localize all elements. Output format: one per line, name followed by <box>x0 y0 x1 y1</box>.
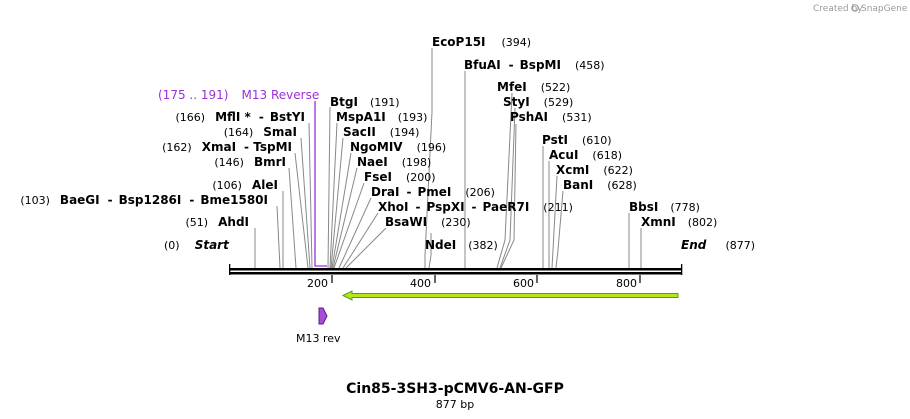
primer-name: M13 Reverse <box>242 88 320 102</box>
credit-text: Created by <box>813 4 863 14</box>
leader-lines <box>254 48 642 269</box>
start-text: Start <box>195 238 230 252</box>
enzyme-label-mfei[interactable]: MfeI (522) <box>497 80 570 94</box>
enzyme-label-alei[interactable]: (106) AleI <box>212 178 278 192</box>
enzyme-label-bsawi[interactable]: BsaWI (230) <box>385 215 471 229</box>
end-text: End <box>681 238 707 252</box>
enzyme-label-pshai[interactable]: PshAI (531) <box>510 110 592 124</box>
enzyme-label-xmai-tspmi[interactable]: (162) XmaI - TspMI <box>162 140 292 154</box>
backbone-bottom-strand <box>229 272 682 275</box>
tick-label-200: 200 <box>307 277 328 290</box>
leader-xcmi <box>551 175 558 269</box>
enzyme-label-styi[interactable]: StyI (529) <box>503 95 573 109</box>
enzyme-label-psti[interactable]: PstI (610) <box>542 133 612 147</box>
map-title: Cin85-3SH3-pCMV6-AN-GFP <box>346 381 564 397</box>
enzyme-label-acui[interactable]: AcuI (618) <box>549 148 622 162</box>
enzyme-label-xhoi-pspxi-paer7i[interactable]: XhoI - PspXI - PaeR7I (211) <box>378 200 573 214</box>
leader-mfei <box>496 92 513 269</box>
enzyme-label-mfli-bstyi[interactable]: (166) MflI * - BstYI <box>175 110 305 124</box>
leader-baegi <box>276 205 281 269</box>
ruler-ticks <box>331 275 641 283</box>
enzyme-label-baegi-bsp1286i-bme1580i[interactable]: (103) BaeGI - Bsp1286I - Bme1580I <box>20 193 268 207</box>
enzyme-label-drai-pmei[interactable]: DraI - PmeI (206) <box>371 185 495 199</box>
leader-xhoi <box>342 212 379 269</box>
feature-arrow[interactable] <box>341 290 679 301</box>
leader-xmai <box>294 152 309 269</box>
enzyme-label-xcmi[interactable]: XcmI (622) <box>556 163 633 177</box>
end-label: End (877) <box>681 234 755 253</box>
credit-prefix: Created by <box>813 4 863 14</box>
enzyme-label-smai[interactable]: (164) SmaI <box>224 125 297 139</box>
leader-bani <box>555 190 564 269</box>
start-label: (0) Start <box>164 234 230 253</box>
primer-label[interactable]: (175 .. 191) M13 Reverse <box>158 84 319 103</box>
m13-rev-label: M13 rev <box>296 332 341 345</box>
primer-range: (175 .. 191) <box>158 88 228 102</box>
enzyme-label-bmri[interactable]: (146) BmrI <box>214 155 286 169</box>
leader-bmri <box>288 167 297 269</box>
backbone-end-cap <box>681 264 683 275</box>
leader-ecop15i <box>424 48 433 268</box>
enzyme-label-ecop15i[interactable]: EcoP15I (394) <box>432 35 531 49</box>
m13-rev-feature[interactable] <box>318 307 328 325</box>
snapgene-logo-icon <box>851 4 859 12</box>
enzyme-label-naei[interactable]: NaeI (198) <box>357 155 431 169</box>
enzyme-label-bfuai-bspmi[interactable]: BfuAI - BspMI (458) <box>464 58 605 72</box>
enzyme-label-ndei[interactable]: NdeI (382) <box>425 238 498 252</box>
enzyme-label-ngomiv[interactable]: NgoMIV (196) <box>350 140 446 154</box>
enzyme-label-xmni[interactable]: XmnI (802) <box>641 215 717 229</box>
leader-smai <box>300 137 311 269</box>
enzyme-label-bani[interactable]: BanI (628) <box>563 178 637 192</box>
map-subtitle: 877 bp <box>436 398 474 411</box>
leader-btgi <box>327 106 331 269</box>
leader-pshai <box>500 123 517 269</box>
enzyme-label-ahdi[interactable]: (51) AhdI <box>186 215 249 229</box>
tick-label-800: 800 <box>616 277 637 290</box>
leader-styi <box>499 107 516 269</box>
enzyme-label-btgi[interactable]: BtgI (191) <box>330 95 400 109</box>
leader-sacii <box>330 137 344 269</box>
enzyme-label-sacii[interactable]: SacII (194) <box>343 125 419 139</box>
end-pos: (877) <box>725 239 755 252</box>
leader-mfli <box>308 122 313 269</box>
leader-bsawi <box>345 227 387 269</box>
primer-leader <box>314 101 327 267</box>
leader-ndei <box>428 233 432 269</box>
leader-mspa1i <box>329 122 338 269</box>
enzyme-label-mspa1i[interactable]: MspA1I (193) <box>336 110 427 124</box>
leader-naei <box>332 167 358 269</box>
tick-label-400: 400 <box>410 277 431 290</box>
start-pos: (0) <box>164 239 180 252</box>
enzyme-label-fsei[interactable]: FseI (200) <box>364 170 436 184</box>
backbone-start-cap <box>229 264 231 275</box>
leader-drai <box>338 197 372 269</box>
leader-ngomiv <box>331 152 352 269</box>
enzyme-label-bbsi[interactable]: BbsI (778) <box>629 200 700 214</box>
backbone-top-strand <box>229 268 682 271</box>
leader-fsei <box>333 182 365 269</box>
tick-label-600: 600 <box>513 277 534 290</box>
credit-brand: SnapGene <box>861 4 908 14</box>
